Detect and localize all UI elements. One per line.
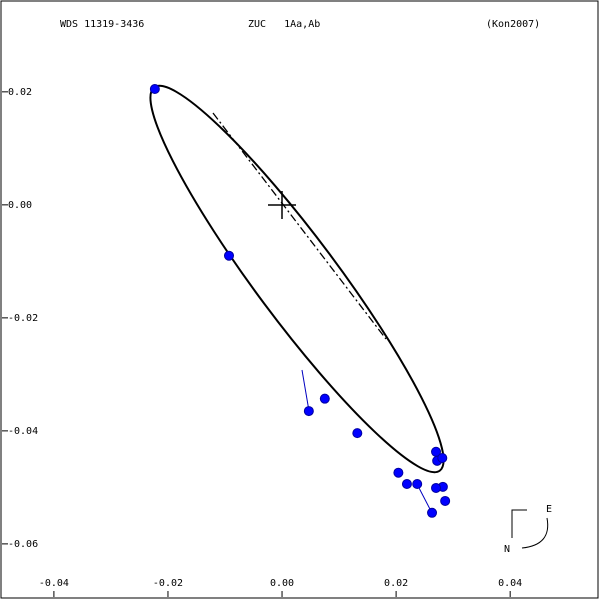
observation: [223, 250, 234, 261]
observation: [319, 393, 330, 404]
compass-arrow: [521, 517, 549, 549]
observation: [431, 482, 442, 493]
observation: [352, 428, 363, 439]
compass-east: E: [546, 504, 552, 515]
observation: [393, 467, 404, 478]
header-reference: (Kon2007): [486, 19, 540, 30]
y-tick-label: 0.02: [8, 87, 32, 98]
observation: [440, 495, 451, 506]
residual-line: [301, 369, 310, 412]
observation: [437, 452, 448, 463]
y-tick-label: -0.06: [8, 539, 38, 550]
header-system: ZUC 1Aa,Ab: [248, 19, 320, 30]
y-tick-label: -0.04: [8, 426, 38, 437]
observation: [412, 478, 423, 489]
observation: [401, 478, 412, 489]
compass-north: N: [504, 544, 510, 555]
observation: [149, 84, 160, 95]
header-wds: WDS 11319-3436: [60, 19, 144, 30]
x-tick-label: -0.04: [39, 578, 69, 589]
x-tick-label: 0.02: [384, 578, 408, 589]
y-tick-label: 0.00: [8, 200, 32, 211]
observation: [303, 406, 314, 417]
orbit: [149, 84, 445, 474]
x-tick-label: 0.00: [270, 578, 294, 589]
x-tick-label: -0.02: [153, 578, 183, 589]
x-tick-label: 0.04: [498, 578, 522, 589]
line-of-nodes: [212, 112, 387, 340]
compass: [511, 509, 527, 538]
y-tick-label: -0.02: [8, 313, 38, 324]
observation: [427, 507, 438, 518]
